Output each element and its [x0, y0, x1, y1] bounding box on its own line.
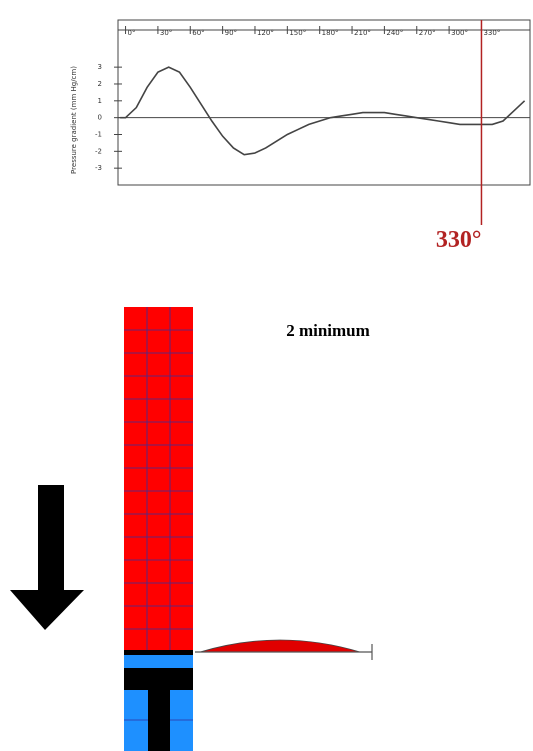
- black-stem: [148, 690, 170, 751]
- y-tick-label: -2: [95, 147, 102, 155]
- y-tick-label: 0: [98, 114, 102, 122]
- diagram: 2 minimum: [10, 307, 373, 751]
- red-lens: [199, 639, 361, 653]
- x-tick-label: 300°: [451, 29, 468, 37]
- x-tick-label: 0°: [128, 29, 136, 37]
- y-tick-label: -3: [95, 164, 102, 172]
- curve: [120, 66, 526, 156]
- x-tick-label: 180°: [322, 29, 339, 37]
- marker-label: 330°: [436, 227, 482, 253]
- blue-band: [124, 655, 193, 668]
- x-tick-label: 30°: [160, 29, 172, 37]
- red-column: [124, 307, 193, 650]
- y-tick-label: 3: [98, 63, 102, 71]
- black-band: [124, 650, 193, 655]
- x-tick-label: 270°: [419, 29, 436, 37]
- black-block: [124, 668, 193, 690]
- y-tick-label: 1: [98, 97, 102, 105]
- x-tick-label: 240°: [386, 29, 403, 37]
- plot-frame: [117, 19, 531, 186]
- down-arrow: [10, 485, 84, 630]
- x-tick-label: 150°: [289, 29, 306, 37]
- x-tick-label: 60°: [192, 29, 204, 37]
- y-axis-label: Pressure gradient (mm Hg/cm): [70, 66, 78, 174]
- x-tick-label: 330°: [483, 29, 500, 37]
- x-tick-label: 90°: [225, 29, 237, 37]
- y-tick-label: -1: [95, 130, 102, 138]
- x-tick-label: 210°: [354, 29, 371, 37]
- x-tick-label: 120°: [257, 29, 274, 37]
- y-tick-label: 2: [98, 80, 102, 88]
- caption: 2 minimum: [286, 321, 370, 340]
- chart: Pressure gradient (mm Hg/cm): [70, 19, 531, 186]
- column-grid: [124, 307, 193, 650]
